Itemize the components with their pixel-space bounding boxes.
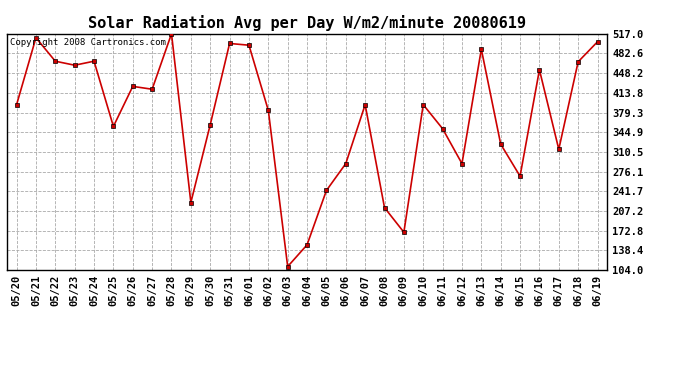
Text: Copyright 2008 Cartronics.com: Copyright 2008 Cartronics.com (10, 39, 166, 48)
Title: Solar Radiation Avg per Day W/m2/minute 20080619: Solar Radiation Avg per Day W/m2/minute … (88, 15, 526, 31)
